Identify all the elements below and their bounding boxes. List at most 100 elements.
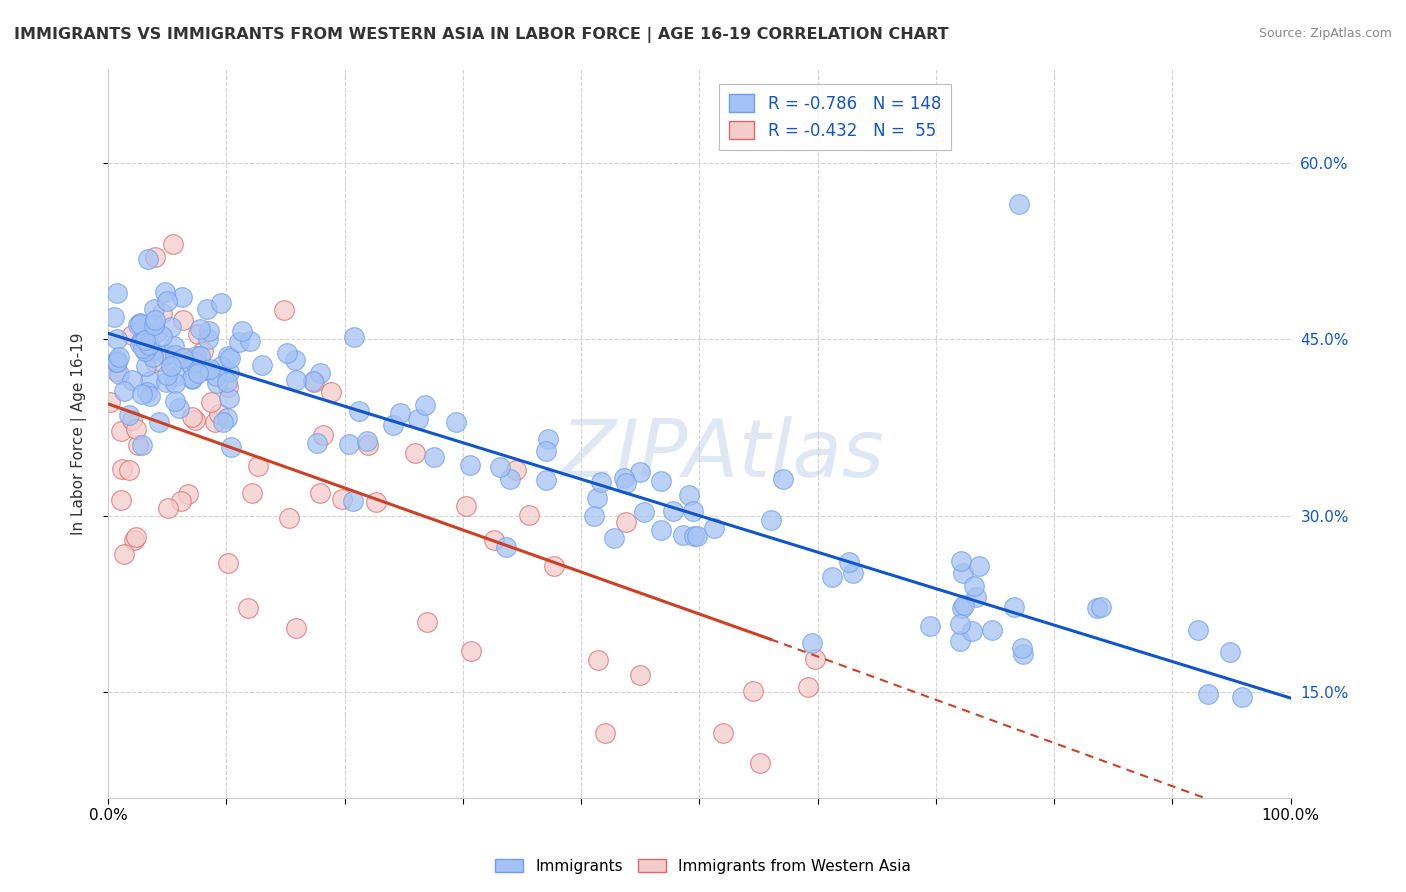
Point bbox=[820, 570, 842, 584]
Point bbox=[219, 440, 242, 454]
Point bbox=[444, 415, 467, 429]
Point bbox=[127, 318, 149, 333]
Point bbox=[110, 492, 132, 507]
Point bbox=[356, 434, 378, 448]
Point bbox=[1219, 645, 1241, 659]
Point bbox=[495, 540, 517, 554]
Point bbox=[150, 306, 173, 320]
Point bbox=[194, 363, 217, 377]
Point bbox=[236, 601, 259, 615]
Point bbox=[330, 491, 353, 506]
Point bbox=[1011, 647, 1033, 661]
Point bbox=[1187, 624, 1209, 638]
Point bbox=[131, 334, 153, 348]
Point bbox=[458, 458, 481, 472]
Point bbox=[172, 351, 194, 366]
Point bbox=[949, 633, 972, 648]
Point bbox=[188, 349, 211, 363]
Point bbox=[139, 374, 162, 388]
Point bbox=[366, 495, 388, 509]
Point bbox=[121, 373, 143, 387]
Point bbox=[217, 380, 239, 394]
Point bbox=[217, 557, 239, 571]
Point bbox=[139, 389, 162, 403]
Point bbox=[960, 624, 983, 638]
Point bbox=[404, 446, 426, 460]
Point bbox=[239, 334, 262, 349]
Point bbox=[134, 333, 156, 347]
Point bbox=[228, 334, 250, 349]
Text: IMMIGRANTS VS IMMIGRANTS FROM WESTERN ASIA IN LABOR FORCE | AGE 16-19 CORRELATIO: IMMIGRANTS VS IMMIGRANTS FROM WESTERN AS… bbox=[14, 27, 949, 43]
Point bbox=[187, 327, 209, 342]
Point bbox=[143, 355, 166, 369]
Point bbox=[613, 471, 636, 485]
Point bbox=[593, 726, 616, 740]
Point bbox=[240, 486, 263, 500]
Point bbox=[198, 324, 221, 338]
Point bbox=[124, 530, 146, 544]
Point bbox=[967, 559, 990, 574]
Point bbox=[1085, 601, 1108, 615]
Point bbox=[499, 472, 522, 486]
Point bbox=[952, 601, 974, 615]
Point bbox=[413, 398, 436, 412]
Point bbox=[347, 404, 370, 418]
Point bbox=[683, 529, 706, 543]
Point bbox=[191, 343, 214, 358]
Point bbox=[759, 513, 782, 527]
Point bbox=[170, 493, 193, 508]
Point bbox=[204, 415, 226, 429]
Point bbox=[129, 317, 152, 331]
Point bbox=[953, 598, 976, 612]
Point bbox=[143, 312, 166, 326]
Point bbox=[302, 375, 325, 389]
Point bbox=[155, 376, 177, 390]
Point bbox=[273, 302, 295, 317]
Point bbox=[965, 591, 987, 605]
Point bbox=[482, 533, 505, 547]
Point bbox=[174, 351, 197, 365]
Point bbox=[1197, 687, 1219, 701]
Point bbox=[142, 350, 165, 364]
Point bbox=[218, 391, 240, 405]
Point bbox=[339, 437, 361, 451]
Point bbox=[181, 409, 204, 424]
Point bbox=[342, 494, 364, 508]
Point bbox=[406, 412, 429, 426]
Point bbox=[218, 365, 240, 379]
Point bbox=[180, 370, 202, 384]
Point bbox=[104, 364, 127, 378]
Point bbox=[284, 373, 307, 387]
Point bbox=[209, 359, 232, 373]
Point bbox=[163, 394, 186, 409]
Point bbox=[121, 327, 143, 342]
Point bbox=[748, 756, 770, 770]
Point bbox=[505, 463, 527, 477]
Point bbox=[136, 384, 159, 399]
Point bbox=[159, 359, 181, 374]
Point bbox=[357, 438, 380, 452]
Point bbox=[188, 322, 211, 336]
Point bbox=[772, 472, 794, 486]
Point bbox=[309, 366, 332, 380]
Point bbox=[305, 436, 328, 450]
Point bbox=[586, 653, 609, 667]
Point bbox=[138, 337, 160, 351]
Point bbox=[703, 521, 725, 535]
Point bbox=[186, 350, 208, 364]
Text: ZIPAtlas: ZIPAtlas bbox=[561, 417, 884, 494]
Point bbox=[804, 651, 827, 665]
Point bbox=[489, 459, 512, 474]
Point bbox=[143, 318, 166, 332]
Point bbox=[309, 486, 332, 500]
Point bbox=[105, 353, 128, 368]
Point bbox=[614, 515, 637, 529]
Point bbox=[163, 376, 186, 390]
Point bbox=[800, 636, 823, 650]
Point bbox=[920, 619, 942, 633]
Point bbox=[132, 341, 155, 355]
Point bbox=[217, 411, 239, 425]
Point bbox=[156, 500, 179, 515]
Point bbox=[165, 368, 187, 383]
Point bbox=[118, 409, 141, 423]
